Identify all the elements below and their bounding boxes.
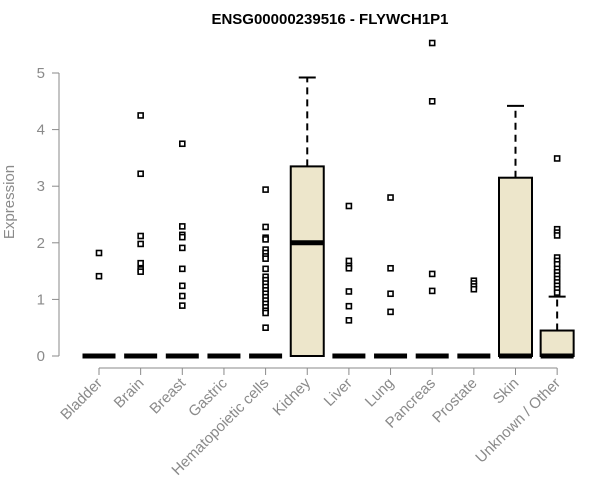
outlier-point xyxy=(428,98,436,105)
outlier-point xyxy=(553,232,561,239)
outlier-point xyxy=(179,265,186,273)
y-tick-label: 5 xyxy=(37,65,45,82)
outlier-point xyxy=(262,186,269,193)
outlier-point xyxy=(345,288,353,295)
outlier-point xyxy=(345,257,353,265)
outlier-point xyxy=(137,112,144,119)
outlier-point xyxy=(262,223,269,231)
box xyxy=(498,176,533,357)
outlier-point xyxy=(179,282,186,290)
y-tick-label: 1 xyxy=(37,291,45,308)
outlier-point xyxy=(95,249,103,257)
outlier-point xyxy=(345,302,353,310)
outlier-point xyxy=(387,264,394,272)
box xyxy=(289,165,325,357)
outlier-point xyxy=(95,272,103,280)
outlier-point xyxy=(262,309,269,317)
x-tick-label: Brain xyxy=(111,375,148,412)
outlier-point xyxy=(428,270,436,278)
outlier-point xyxy=(262,236,269,243)
outlier-point xyxy=(137,240,144,248)
x-tick-label: Lung xyxy=(362,375,398,411)
outlier-point xyxy=(470,285,478,293)
chart-title: ENSG00000239516 - FLYWCH1P1 xyxy=(211,11,448,28)
x-tick-label: Skin xyxy=(490,375,523,408)
outlier-point xyxy=(179,244,186,252)
outlier-point xyxy=(553,155,561,162)
outlier-point xyxy=(262,324,269,332)
outlier-point xyxy=(179,140,186,148)
outlier-point xyxy=(553,289,561,296)
outlier-point xyxy=(179,233,186,241)
outlier-point xyxy=(262,255,269,262)
outlier-point xyxy=(179,292,186,300)
outlier-point xyxy=(137,232,144,240)
y-tick-label: 4 xyxy=(37,122,45,139)
x-tick-label: Prostate xyxy=(429,375,481,427)
outlier-point xyxy=(428,39,436,47)
x-tick-label: Liver xyxy=(321,375,356,410)
outlier-point xyxy=(387,308,394,316)
outlier-point xyxy=(387,290,394,298)
outlier-point xyxy=(137,268,144,275)
y-tick-label: 3 xyxy=(37,178,45,195)
y-axis-label: Expression xyxy=(1,165,18,239)
outlier-point xyxy=(345,317,353,324)
y-tick-label: 0 xyxy=(37,348,45,365)
outlier-point xyxy=(387,194,394,201)
outlier-point xyxy=(345,202,353,210)
box xyxy=(539,329,575,357)
outlier-point xyxy=(345,264,353,272)
outlier-point xyxy=(137,259,144,267)
x-tick-label: Kidney xyxy=(270,374,315,419)
outlier-point xyxy=(179,223,186,230)
x-tick-label: Breast xyxy=(146,374,189,417)
outlier-point xyxy=(428,287,436,295)
outlier-point xyxy=(179,302,186,309)
x-tick-label: Bladder xyxy=(57,375,106,424)
outlier-point xyxy=(137,170,144,178)
y-tick-label: 2 xyxy=(37,235,45,252)
outlier-point xyxy=(262,265,269,273)
